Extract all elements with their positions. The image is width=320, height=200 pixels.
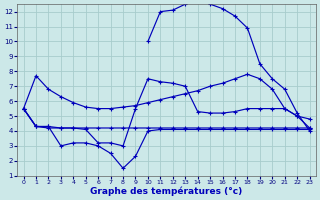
X-axis label: Graphe des températures (°c): Graphe des températures (°c) xyxy=(91,186,243,196)
